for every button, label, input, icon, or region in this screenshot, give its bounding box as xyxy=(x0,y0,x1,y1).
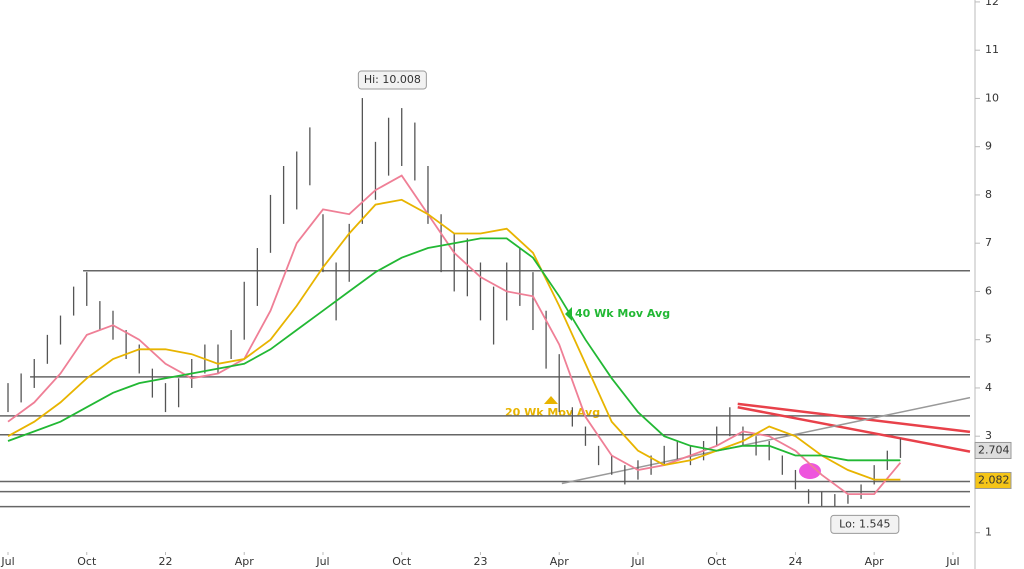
x-tick-label: 22 xyxy=(158,555,172,568)
price-label-box xyxy=(974,441,1012,459)
x-tick-label: Jul xyxy=(315,555,329,568)
x-tick-label: 24 xyxy=(788,555,802,568)
x-tick-label: Apr xyxy=(550,555,570,568)
trend-line xyxy=(737,406,971,453)
arrow-marker xyxy=(565,307,572,321)
y-tick-label: 4 xyxy=(985,381,992,394)
y-tick-label: 3 xyxy=(985,429,992,442)
x-tick-label: Apr xyxy=(235,555,255,568)
x-tick-label: Oct xyxy=(77,555,97,568)
moving-average-line xyxy=(7,174,902,495)
x-tick-label: Oct xyxy=(392,555,412,568)
y-tick-label: 1 xyxy=(985,526,992,539)
ma-label: 40 Wk Mov Avg xyxy=(575,307,670,320)
callout-box xyxy=(357,70,427,90)
callout-box xyxy=(830,514,900,534)
x-tick-label: Oct xyxy=(707,555,727,568)
price-label: 2.704 xyxy=(978,443,1010,456)
trend-line xyxy=(737,402,971,434)
x-tick-label: 23 xyxy=(473,555,487,568)
y-tick-label: 5 xyxy=(985,333,992,346)
x-tick-label: Jul xyxy=(945,555,959,568)
y-tick-label: 9 xyxy=(985,140,992,153)
trend-line xyxy=(561,396,971,485)
price-label: 2.082 xyxy=(978,473,1010,486)
moving-average-line xyxy=(7,237,901,462)
moving-average-line xyxy=(7,198,901,481)
y-tick-label: 12 xyxy=(985,0,999,8)
highlight-marker xyxy=(799,463,821,479)
x-tick-label: Jul xyxy=(0,555,14,568)
y-tick-label: 6 xyxy=(985,284,992,297)
y-tick-label: 10 xyxy=(985,91,999,104)
y-tick-label: 7 xyxy=(985,236,992,249)
x-tick-label: Jul xyxy=(630,555,644,568)
y-tick-label: 8 xyxy=(985,188,992,201)
price-label-box xyxy=(974,471,1012,489)
arrow-marker xyxy=(544,396,558,404)
callout-label: Hi: 10.008 xyxy=(364,73,421,86)
y-tick-label: 11 xyxy=(985,43,999,56)
x-tick-label: Apr xyxy=(865,555,885,568)
callout-label: Lo: 1.545 xyxy=(839,517,890,530)
